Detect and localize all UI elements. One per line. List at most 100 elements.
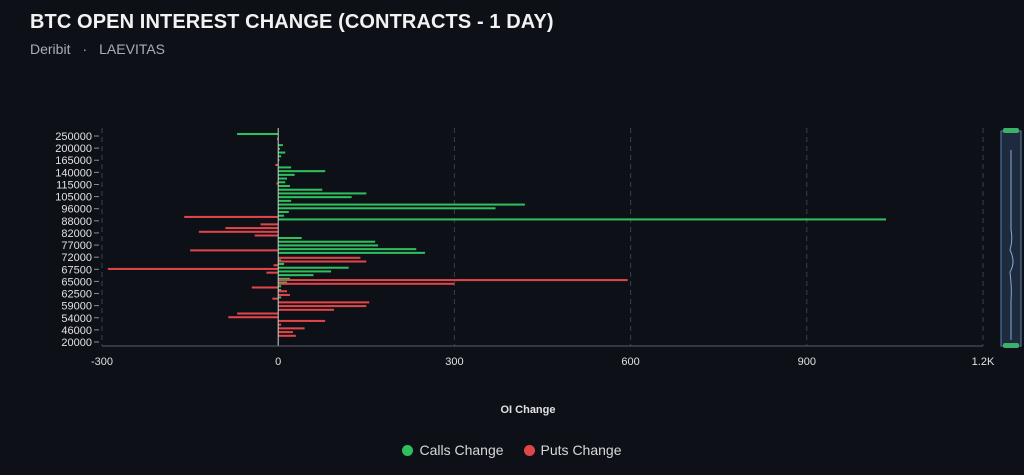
calls-bar xyxy=(278,236,302,240)
calls-bar xyxy=(278,277,290,280)
puts-bar xyxy=(273,264,279,267)
calls-bar xyxy=(278,281,288,284)
x-tick-label: 600 xyxy=(621,356,639,368)
legend: Calls Change Puts Change xyxy=(0,442,1024,458)
puts-bar xyxy=(237,312,279,315)
calls-bar xyxy=(278,251,426,254)
y-tick-label: 200000 xyxy=(55,143,92,155)
y-tick-label: 82000 xyxy=(61,228,92,240)
x-tick-label: 0 xyxy=(275,356,281,368)
calls-bar xyxy=(278,285,282,288)
y-tick-label: 115000 xyxy=(56,179,92,191)
y-tick-label: 88000 xyxy=(61,216,92,228)
chart-grid xyxy=(101,128,984,346)
calls-bar xyxy=(278,203,525,206)
puts-bar xyxy=(278,301,370,304)
puts-bar xyxy=(278,327,305,330)
x-tick-label: 300 xyxy=(445,356,463,368)
y-tick-label: 62500 xyxy=(61,289,92,301)
calls-bar xyxy=(278,144,283,147)
calls-bar xyxy=(278,207,496,210)
legend-item-calls[interactable]: Calls Change xyxy=(402,442,504,458)
calls-bar xyxy=(278,288,282,292)
puts-bars xyxy=(107,137,628,337)
brand-label: LAEVITAS xyxy=(99,41,166,57)
calls-bar xyxy=(278,170,326,173)
range-navigator[interactable] xyxy=(1000,128,1022,348)
puts-bar xyxy=(254,234,279,237)
x-tick-label: -300 xyxy=(91,356,113,368)
calls-bar xyxy=(278,181,286,184)
legend-item-puts[interactable]: Puts Change xyxy=(523,442,622,458)
calls-bar xyxy=(278,240,376,243)
x-axis-label: OI Change xyxy=(500,404,555,416)
y-tick-label: 65000 xyxy=(61,276,92,288)
calls-bar xyxy=(237,132,279,136)
x-tick-label: 1.2K xyxy=(972,356,995,368)
calls-bar xyxy=(278,177,288,180)
calls-bar xyxy=(278,262,285,266)
calls-bar xyxy=(278,214,285,217)
puts-bar xyxy=(184,215,279,218)
calls-bar xyxy=(278,218,887,221)
puts-bar xyxy=(278,279,628,282)
puts-bar xyxy=(278,323,282,326)
navigator-handle-bottom xyxy=(1003,343,1019,348)
puts-bar xyxy=(278,305,367,308)
x-axis: -300 0 300 600 900 1.2K xyxy=(91,356,995,368)
calls-bar xyxy=(278,184,290,188)
puts-bar xyxy=(198,230,279,233)
puts-bar xyxy=(278,308,334,311)
calls-bar xyxy=(278,173,295,176)
chart-title: BTC OPEN INTEREST CHANGE (CONTRACTS - 1 … xyxy=(30,11,554,33)
x-tick-label: 900 xyxy=(798,356,816,368)
y-tick-label: 96000 xyxy=(61,204,92,216)
puts-bar xyxy=(266,271,279,274)
puts-bar xyxy=(225,227,279,230)
calls-bar xyxy=(278,210,289,214)
y-tick-label: 105000 xyxy=(55,192,92,204)
calls-bar xyxy=(278,274,314,277)
calls-bars xyxy=(237,132,887,299)
calls-bar xyxy=(278,196,352,199)
calls-bar xyxy=(278,155,282,158)
calls-bar xyxy=(278,296,282,299)
calls-bar xyxy=(278,151,286,154)
source-label: Deribit xyxy=(30,41,71,57)
puts-bar xyxy=(277,137,279,140)
calls-bar xyxy=(278,248,417,251)
puts-bar xyxy=(272,297,279,300)
y-axis: 2500002000001650001400001150001050009600… xyxy=(55,128,983,349)
navigator-series-line xyxy=(1009,150,1014,340)
puts-bar xyxy=(275,163,279,166)
puts-bar xyxy=(278,293,290,296)
puts-bar xyxy=(278,256,361,259)
puts-bar xyxy=(278,260,367,263)
y-tick-label: 72000 xyxy=(61,252,92,264)
puts-bar xyxy=(278,282,455,285)
puts-bar xyxy=(260,223,279,226)
y-tick-label: 46000 xyxy=(61,325,92,337)
calls-bar xyxy=(278,199,292,202)
calls-bar xyxy=(278,192,367,195)
puts-bar xyxy=(276,182,279,185)
puts-bar xyxy=(251,286,279,289)
calls-bar xyxy=(278,147,280,150)
puts-bar xyxy=(278,319,326,322)
legend-calls-label: Calls Change xyxy=(419,442,504,458)
y-tick-label: 67500 xyxy=(61,264,92,276)
calls-bar xyxy=(278,188,323,191)
puts-bar xyxy=(278,331,293,334)
y-tick-label: 165000 xyxy=(55,155,92,167)
navigator-handle-top xyxy=(1003,128,1019,133)
puts-bar xyxy=(228,316,279,319)
calls-bar xyxy=(278,158,280,162)
y-tick-label: 77000 xyxy=(61,240,92,252)
puts-bar xyxy=(278,334,296,337)
y-tick-label: 250000 xyxy=(55,131,92,143)
calls-bar xyxy=(278,166,292,169)
calls-bar xyxy=(278,244,379,247)
calls-bar xyxy=(278,266,349,269)
calls-bar xyxy=(278,259,282,262)
